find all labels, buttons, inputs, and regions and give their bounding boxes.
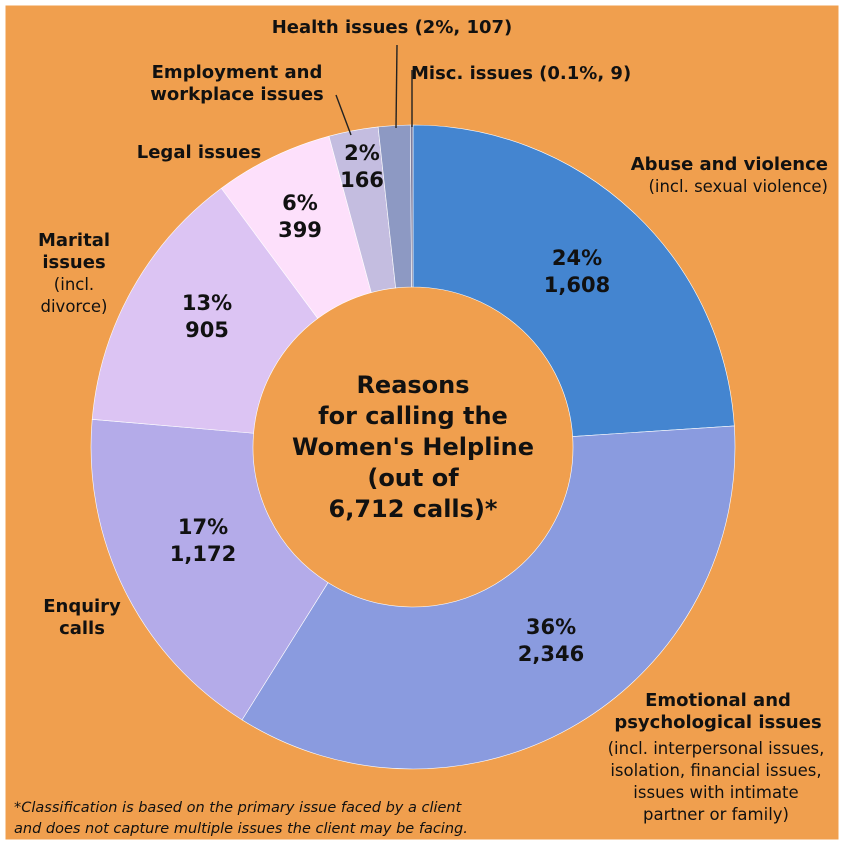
- segment-value-labels: 24% 1,608 36% 2,346 17% 1,172 13% 905 6% 399 2% 166: [170, 141, 610, 666]
- slice-emotional-count: 2,346: [518, 642, 584, 666]
- slice-abuse: [412, 124, 735, 437]
- label-health-bold-0: Health issues (2%, 107): [272, 17, 513, 38]
- slice-legal-count: 399: [278, 218, 322, 242]
- label-enquiry-bold-1: calls: [59, 618, 105, 639]
- label-emotional-note-0: (incl. interpersonal issues,: [608, 739, 825, 758]
- label-enquiry-bold-0: Enquiry: [43, 596, 121, 617]
- label-emotional-bold-0: Emotional and: [645, 690, 791, 711]
- label-misc-bold-0: Misc. issues (0.1%, 9): [411, 63, 631, 84]
- label-emotional-bold-1: psychological issues: [614, 712, 821, 733]
- slice-abuse-percent: 24%: [552, 246, 602, 270]
- center-title: Reasons for calling the Women's Helpline (o…: [292, 371, 534, 523]
- leader-health: [395, 44, 398, 129]
- center-title-line-2: Women's Helpline: [292, 433, 534, 461]
- center-title-line-3: (out of: [367, 464, 459, 492]
- slice-employment-percent: 2%: [344, 141, 380, 165]
- label-employment-bold-1: workplace issues: [150, 84, 324, 105]
- leader-employment: [335, 94, 352, 136]
- leader-lines: [335, 44, 413, 136]
- slice-marital-percent: 13%: [182, 291, 232, 315]
- label-emotional-note-1: isolation, financial issues,: [610, 761, 821, 780]
- slice-marital-count: 905: [185, 318, 229, 342]
- donut-slices: [90, 124, 736, 770]
- slice-legal-percent: 6%: [282, 191, 318, 215]
- slice-misc: [409, 124, 414, 288]
- slice-abuse-count: 1,608: [544, 273, 610, 297]
- label-emotional-note-2: issues with intimate: [633, 783, 798, 802]
- label-emotional-note-3: partner or family): [643, 805, 789, 824]
- slice-emotional-percent: 36%: [526, 615, 576, 639]
- footnote-line-1: and does not capture multiple issues the…: [14, 821, 468, 837]
- label-legal-bold-0: Legal issues: [137, 142, 261, 163]
- category-labels: Abuse and violence (incl. sexual violence…: [38, 17, 828, 824]
- label-marital-note-1: divorce): [41, 297, 108, 316]
- center-title-line-0: Reasons: [356, 371, 469, 399]
- slice-marital: [91, 187, 319, 434]
- center-title-line-1: for calling the: [318, 402, 508, 430]
- slice-employment-count: 166: [340, 168, 384, 192]
- slice-enquiry: [90, 418, 329, 721]
- label-abuse-note-0: (incl. sexual violence): [648, 177, 828, 196]
- label-abuse-bold-0: Abuse and violence: [631, 154, 828, 175]
- label-marital-note-0: (incl.: [54, 275, 94, 294]
- slice-enquiry-count: 1,172: [170, 542, 236, 566]
- label-marital-bold-0: Marital: [38, 230, 110, 251]
- footnote: *Classification is based on the primary …: [14, 800, 468, 837]
- label-employment-bold-0: Employment and: [152, 62, 323, 83]
- center-title-line-4: 6,712 calls)*: [329, 495, 498, 523]
- footnote-line-0: *Classification is based on the primary …: [14, 800, 463, 816]
- slice-enquiry-percent: 17%: [178, 515, 228, 539]
- label-marital-bold-1: issues: [42, 252, 105, 273]
- slice-emotional: [241, 425, 736, 770]
